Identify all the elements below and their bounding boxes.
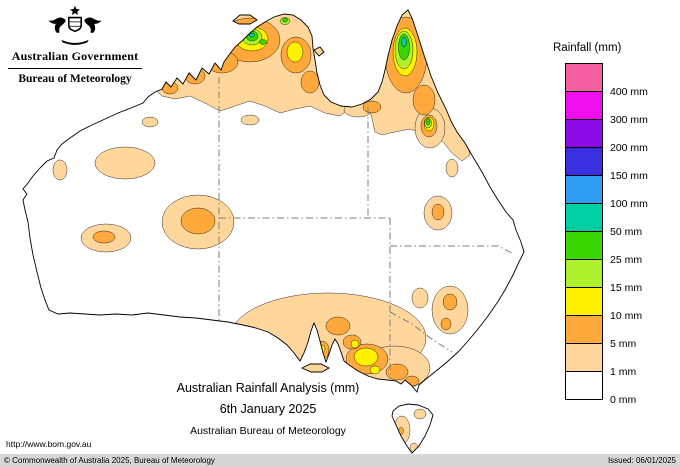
map-organisation: Australian Bureau of Meteorology [190,425,346,437]
map-title-block: Australian Rainfall Analysis (mm) 6th Ja… [118,381,418,437]
legend-item: 150 mm [565,148,648,182]
legend-title: Rainfall (mm) [553,42,622,54]
legend-item-label: 0 mm [610,394,637,406]
state-borders [218,77,513,379]
legend-item: 50 mm [565,204,642,238]
legend-item: 300 mm [565,92,648,126]
legend-item: 200 mm [565,120,648,154]
legend-scale: 400 mm 300 mm 200 mm 150 mm 100 mm 50 mm… [565,63,648,406]
legend-item-label: 25 mm [610,254,643,266]
legend-item-label: 100 mm [610,198,648,210]
issued-text: Issued: 06/01/2025 [607,456,676,465]
legend-item-label: 400 mm [610,86,648,98]
legend-item-label: 1 mm [610,366,637,378]
legend-item: 5 mm [565,316,636,350]
legend-item-label: 150 mm [610,170,648,182]
header-divider [8,68,142,69]
agency-title: Bureau of Meteorology [18,73,132,85]
legend-item: 15 mm [565,260,642,294]
copyright-text: © Commonwealth of Australia 2025, Bureau… [4,456,215,465]
bom-url: http://www.bom.gov.au [6,439,92,449]
legend-item-label: 200 mm [610,142,648,154]
legend-item: 0 mm [565,372,636,406]
footer-bar: © Commonwealth of Australia 2025, Bureau… [0,454,680,467]
government-title: Australian Government [11,49,139,63]
legend-item-label: 5 mm [610,338,637,350]
map-title: Australian Rainfall Analysis (mm) [176,381,360,395]
legend-item: 10 mm [565,288,642,322]
coat-of-arms-icon [48,5,102,45]
legend-item: 1 mm [565,344,636,378]
legend-item-label: 15 mm [610,282,643,294]
legend-item-label: 50 mm [610,226,643,238]
legend-item: 100 mm [565,176,648,210]
rainfall-contours [52,10,471,453]
legend-item: 25 mm [565,232,642,266]
rainfall-legend: Rainfall (mm) 400 mm 300 mm 200 mm 150 m… [552,42,648,406]
map-date: 6th January 2025 [219,402,317,416]
rain-band-50-100mm [249,32,407,48]
legend-item-label: 300 mm [610,114,648,126]
government-header: Australian Government Bureau of Meteorol… [8,4,142,85]
legend-item-label: 10 mm [610,310,643,322]
legend-item: 400 mm [565,63,648,98]
